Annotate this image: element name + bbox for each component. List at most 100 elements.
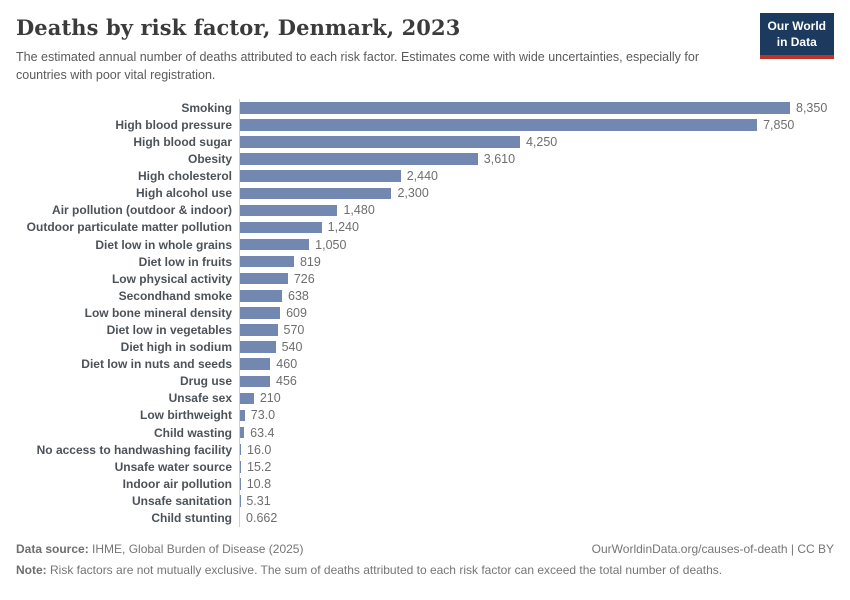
category-label[interactable]: Unsafe sanitation [131, 493, 232, 508]
category-label[interactable]: Outdoor particulate matter pollution [26, 220, 232, 235]
chart-row: Diet low in nuts and seeds 460 [16, 355, 834, 373]
bar[interactable] [240, 426, 245, 439]
bar[interactable] [240, 102, 790, 114]
value-label: 1,050 [315, 237, 347, 252]
bar[interactable] [240, 358, 271, 370]
value-label: 16.0 [247, 442, 272, 457]
bar-chart: Smoking 8,350 High blood pressure 7,850 High… [16, 99, 834, 527]
owid-link[interactable]: OurWorldinData.org/causes-of-death [591, 541, 788, 556]
chart-row: Smoking 8,350 [16, 99, 834, 117]
chart-row: High blood pressure 7,850 [16, 116, 834, 134]
plot-area: 0.662 [239, 509, 834, 527]
bar[interactable] [240, 238, 310, 251]
chart-row: High alcohol use 2,300 [16, 184, 834, 202]
plot-area: 16.0 [239, 441, 834, 459]
bar[interactable] [240, 341, 276, 353]
plot-area: 570 [239, 321, 834, 339]
value-label: 456 [276, 374, 297, 389]
category-label[interactable]: Child stunting [151, 511, 232, 526]
category-label[interactable]: High blood pressure [115, 117, 232, 132]
category-label[interactable]: Low physical activity [111, 271, 232, 286]
category-label[interactable]: Smoking [181, 100, 232, 115]
plot-area: 73.0 [239, 406, 834, 425]
bar[interactable] [240, 375, 271, 388]
chart-row: Low physical activity 726 [16, 270, 834, 288]
value-label: 609 [286, 305, 307, 320]
bar[interactable] [240, 136, 520, 148]
footer-links: OurWorldinData.org/causes-of-death | CC … [592, 541, 834, 557]
category-label[interactable]: High alcohol use [135, 186, 232, 201]
category-label[interactable]: Diet low in fruits [138, 254, 232, 269]
category-label[interactable]: High blood sugar [133, 134, 232, 149]
category-label[interactable]: Drug use [179, 374, 232, 389]
bar[interactable] [240, 170, 401, 182]
value-label: 1,240 [327, 220, 359, 235]
value-label: 2,300 [397, 186, 429, 201]
category-label[interactable]: Diet low in vegetables [106, 323, 232, 338]
owid-logo[interactable]: Our World in Data [759, 13, 834, 60]
data-source: Data source: IHME, Global Burden of Dise… [16, 541, 303, 557]
plot-area: 2,440 [239, 167, 834, 185]
chart-row: Obesity 3,610 [16, 150, 834, 168]
footer-top-row: Data source: IHME, Global Burden of Dise… [16, 541, 834, 557]
chart-row: Air pollution (outdoor & indoor) 1,480 [16, 201, 834, 219]
category-label[interactable]: Unsafe sex [168, 391, 232, 406]
bar[interactable] [240, 153, 478, 165]
chart-row: Low birthweight 73.0 [16, 406, 834, 425]
chart-row: High cholesterol 2,440 [16, 167, 834, 185]
value-label: 819 [299, 254, 321, 269]
bar[interactable] [240, 272, 288, 285]
bar[interactable] [240, 307, 281, 319]
bar[interactable] [240, 119, 758, 131]
chart-row: High blood sugar 4,250 [16, 133, 834, 151]
category-label[interactable]: Secondhand smoke [118, 288, 232, 303]
category-label[interactable]: Diet high in sodium [120, 340, 232, 355]
plot-area: 638 [239, 287, 834, 305]
value-label: 638 [288, 288, 309, 303]
category-label[interactable]: Diet low in nuts and seeds [81, 357, 232, 372]
category-label[interactable]: Diet low in whole grains [95, 237, 232, 252]
plot-area: 5.31 [239, 492, 834, 510]
category-label[interactable]: Child wasting [154, 425, 232, 440]
plot-area: 540 [239, 338, 834, 356]
value-label: 210 [259, 391, 281, 406]
chart-row: Indoor air pollution 10.8 [16, 475, 834, 493]
category-label[interactable]: No access to handwashing facility [36, 442, 232, 457]
plot-area: 210 [239, 389, 834, 407]
bar[interactable] [240, 461, 241, 473]
page-title: Deaths by risk factor, Denmark, 2023 [16, 15, 461, 40]
value-label: 10.8 [246, 476, 272, 491]
category-label[interactable]: High cholesterol [137, 169, 232, 184]
bar[interactable] [240, 409, 245, 422]
bar[interactable] [240, 290, 283, 302]
bar[interactable] [240, 187, 392, 200]
chart-row: Diet low in whole grains 1,050 [16, 236, 834, 254]
bar[interactable] [240, 255, 294, 268]
chart-row: Child stunting 0.662 [16, 509, 834, 527]
data-source-text: IHME, Global Burden of Disease (2025) [88, 541, 304, 556]
bar[interactable] [240, 478, 241, 490]
plot-area: 4,250 [239, 133, 834, 151]
bar[interactable] [240, 392, 254, 405]
category-label[interactable]: Air pollution (outdoor & indoor) [52, 203, 232, 218]
category-label[interactable]: Indoor air pollution [122, 476, 232, 491]
bar[interactable] [240, 221, 322, 234]
footer-note: Note: Risk factors are not mutually excl… [16, 562, 834, 578]
category-label[interactable]: Obesity [187, 152, 232, 167]
bar[interactable] [240, 443, 242, 456]
plot-area: 1,480 [239, 201, 834, 219]
value-label: 8,350 [796, 100, 828, 115]
plot-area: 2,300 [239, 184, 834, 202]
chart-row: Unsafe water source 15.2 [16, 458, 834, 476]
chart-row: Unsafe sex 210 [16, 389, 834, 407]
chart-row: Diet low in vegetables 570 [16, 321, 834, 339]
category-label[interactable]: Unsafe water source [114, 459, 232, 474]
owid-logo-line1: Our World [767, 19, 826, 33]
category-label[interactable]: Low birthweight [140, 408, 232, 423]
value-label: 73.0 [250, 408, 276, 423]
bar[interactable] [240, 204, 338, 217]
bar[interactable] [240, 324, 278, 336]
category-label[interactable]: Low bone mineral density [84, 305, 232, 320]
chart-header: Deaths by risk factor, Denmark, 2023 The… [16, 13, 834, 84]
